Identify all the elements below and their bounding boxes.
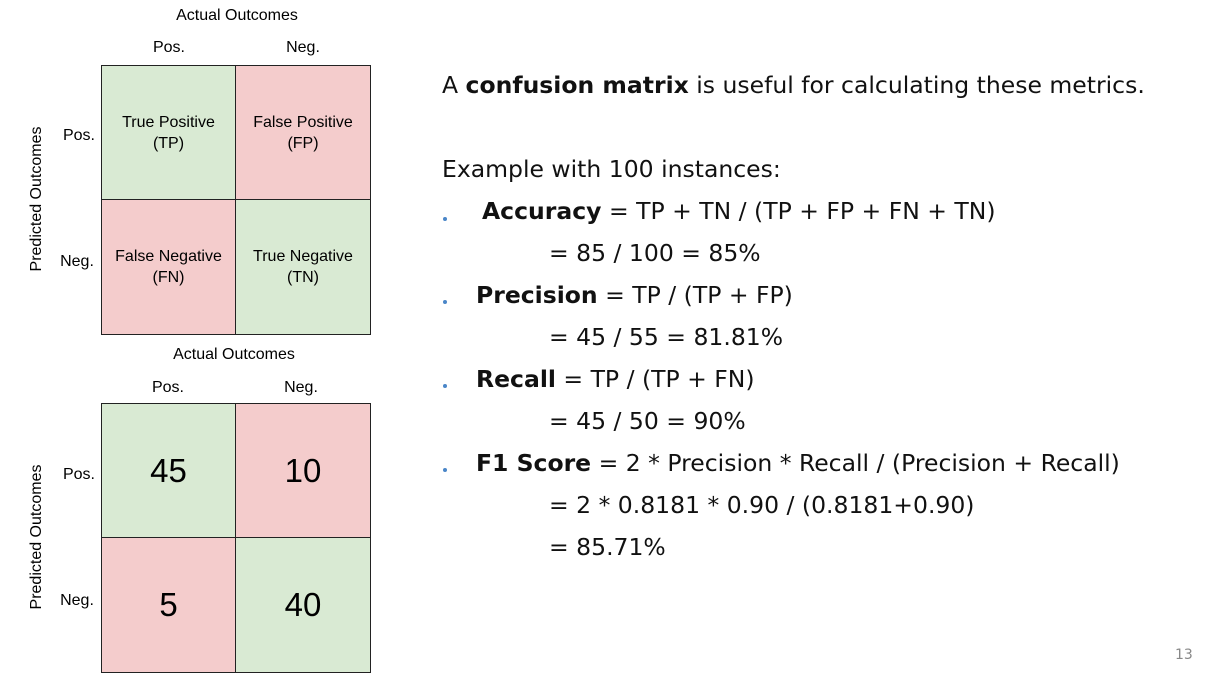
metric-recall: Recall = TP / (TP + FN) — [476, 365, 755, 393]
page-number: 13 — [1175, 647, 1193, 663]
cell-tp-count: 45 — [102, 404, 236, 538]
cell-true-positive: True Positive (TP) — [102, 66, 236, 200]
bullet-precision-icon — [443, 300, 447, 304]
metric-precision: Precision = TP / (TP + FP) — [476, 281, 793, 309]
top-col-header-neg: Neg. — [286, 39, 320, 56]
top-row-header-pos: Pos. — [62, 127, 95, 144]
metric-f1-calc: = 2 * 0.8181 * 0.90 / (0.8181+0.90) — [549, 491, 975, 519]
intro-line: A confusion matrix is useful for calcula… — [442, 71, 1145, 99]
bullet-recall-icon — [443, 384, 447, 388]
example-line: Example with 100 instances: — [442, 155, 781, 183]
metric-f1-result: = 85.71% — [549, 533, 666, 561]
bullet-accuracy-icon — [443, 217, 447, 221]
top-matrix-title: Actual Outcomes — [176, 7, 298, 24]
metric-accuracy-result: = 85 / 100 = 85% — [549, 239, 761, 267]
metric-recall-result: = 45 / 50 = 90% — [549, 407, 746, 435]
cell-fp-count: 10 — [236, 404, 370, 538]
cell-fn-count: 5 — [102, 538, 236, 672]
bullet-f1-icon — [443, 468, 447, 472]
bottom-side-label: Predicted Outcomes — [28, 464, 45, 610]
top-confusion-matrix: True Positive (TP) False Positive (FP) Fal… — [101, 65, 371, 335]
top-side-label: Predicted Outcomes — [28, 126, 45, 272]
cell-false-positive: False Positive (FP) — [236, 66, 370, 200]
bottom-row-header-pos: Pos. — [62, 466, 95, 483]
bottom-row-header-neg: Neg. — [60, 592, 94, 609]
bottom-matrix-title: Actual Outcomes — [173, 346, 295, 363]
metric-precision-result: = 45 / 55 = 81.81% — [549, 323, 784, 351]
bottom-confusion-matrix: 45 10 5 40 — [101, 403, 371, 673]
cell-true-negative: True Negative (TN) — [236, 200, 370, 334]
metric-accuracy: Accuracy = TP + TN / (TP + FP + FN + TN) — [482, 197, 996, 225]
bottom-col-header-neg: Neg. — [284, 379, 318, 396]
metric-f1: F1 Score = 2 * Precision * Recall / (Pre… — [476, 449, 1120, 477]
cell-false-negative: False Negative (FN) — [102, 200, 236, 334]
bottom-col-header-pos: Pos. — [151, 379, 184, 396]
top-col-header-pos: Pos. — [152, 39, 185, 56]
top-row-header-neg: Neg. — [60, 253, 94, 270]
cell-tn-count: 40 — [236, 538, 370, 672]
intro-bold-term: confusion matrix — [465, 71, 689, 99]
